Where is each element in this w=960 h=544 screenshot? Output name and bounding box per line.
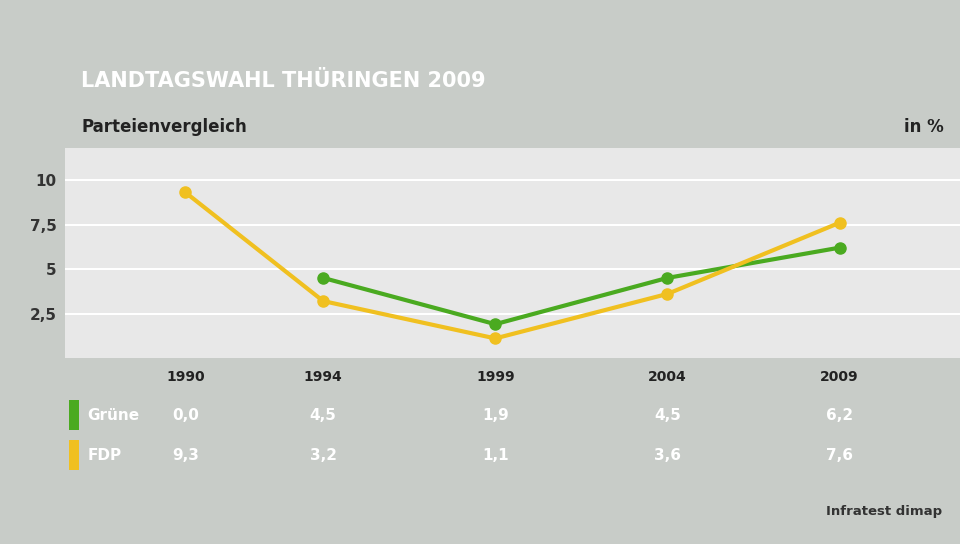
Text: Grüne: Grüne [87,407,139,423]
Text: 0,0: 0,0 [172,407,199,423]
Text: in %: in % [904,119,944,137]
Text: LANDTAGSWAHL THÜRINGEN 2009: LANDTAGSWAHL THÜRINGEN 2009 [81,71,486,91]
Text: 2004: 2004 [648,370,686,384]
Text: 1999: 1999 [476,370,515,384]
Text: 4,5: 4,5 [654,407,681,423]
Text: 9,3: 9,3 [172,448,199,462]
Text: 3,2: 3,2 [310,448,337,462]
Bar [68,440,80,470]
Bar [68,400,80,430]
Text: 1,1: 1,1 [482,448,509,462]
Text: 1,9: 1,9 [482,407,509,423]
Text: FDP: FDP [87,448,122,462]
Text: 1994: 1994 [303,370,343,384]
Text: 2009: 2009 [820,370,859,384]
Text: Infratest dimap: Infratest dimap [826,505,942,518]
Text: 3,6: 3,6 [654,448,681,462]
Text: Parteienvergleich: Parteienvergleich [81,119,247,137]
Text: 4,5: 4,5 [310,407,337,423]
Text: 1990: 1990 [166,370,204,384]
Text: 6,2: 6,2 [826,407,853,423]
Text: 7,6: 7,6 [826,448,853,462]
